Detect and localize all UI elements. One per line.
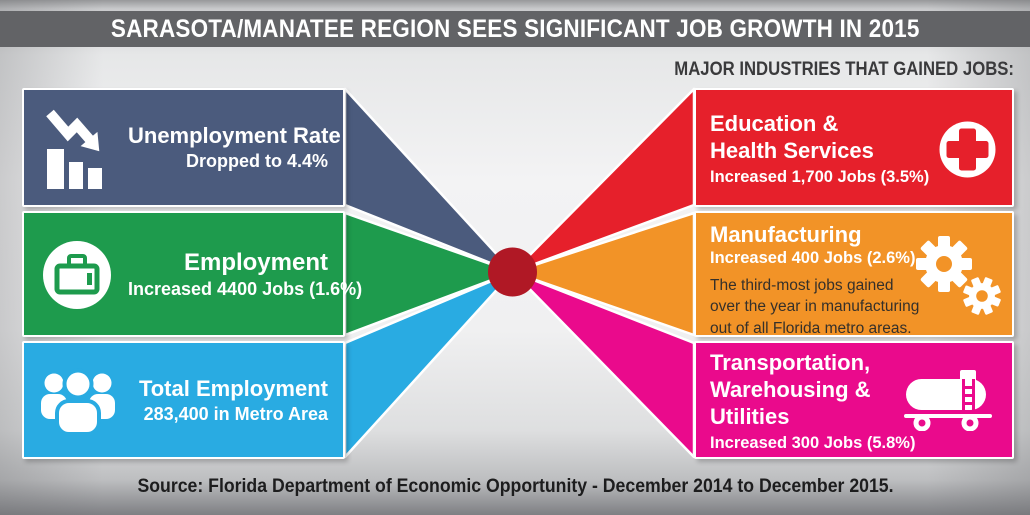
title-banner: SARASOTA/MANATEE REGION SEES SIGNIFICANT… <box>0 11 1030 47</box>
briefcase-icon <box>43 241 111 309</box>
source-line: Source: Florida Department of Economic O… <box>0 476 1030 498</box>
transportation-title-line3: Utilities <box>710 404 790 429</box>
employment-title: Employment <box>183 248 328 276</box>
unemployment-title: Unemployment Rate <box>128 123 341 148</box>
wedge-employment <box>343 211 515 337</box>
employment-block: Employment Increased 4400 Jobs (1.6%) <box>22 211 363 337</box>
education-title-line2: Health Services <box>710 138 874 163</box>
manufacturing-note-line3: out of all Florida metro areas. <box>710 319 912 337</box>
transportation-subtitle: Increased 300 Jobs (5.8%) <box>710 434 916 452</box>
wedge-unemployment <box>343 87 515 274</box>
total-employment-subtitle: 283,400 in Metro Area <box>143 403 328 424</box>
transportation-title-line2: Warehousing & <box>710 377 871 402</box>
gears-icon <box>916 236 1001 315</box>
medical-cross-icon <box>939 121 996 178</box>
manufacturing-title: Manufacturing <box>710 222 862 247</box>
people-group-icon <box>41 368 115 436</box>
unemployment-block: Unemployment Rate Dropped to 4.4% <box>22 88 345 207</box>
tanker-car-icon <box>904 370 992 431</box>
employment-subtitle: Increased 4400 Jobs (1.6%) <box>128 278 363 299</box>
education-health-block: Education & Health Services Increased 1,… <box>694 88 1014 207</box>
center-hub-circle <box>488 247 537 297</box>
transportation-block: Transportation, Warehousing & Utilities … <box>694 341 1014 459</box>
education-title-line1: Education & <box>710 111 839 136</box>
manufacturing-block: Manufacturing Increased 400 Jobs (2.6%) … <box>694 211 1014 337</box>
education-subtitle: Increased 1,700 Jobs (3.5%) <box>710 168 930 186</box>
manufacturing-note-line2: over the year in manufacturing <box>710 298 920 316</box>
declining-bar-chart-icon <box>46 109 102 189</box>
page-title: SARASOTA/MANATEE REGION SEES SIGNIFICANT… <box>110 14 920 43</box>
total-employment-title: Total Employment <box>138 375 328 401</box>
manufacturing-note-line1: The third-most jobs gained <box>710 277 894 294</box>
transportation-title-line1: Transportation, <box>710 350 871 375</box>
unemployment-subtitle: Dropped to 4.4% <box>185 151 328 171</box>
manufacturing-subtitle: Increased 400 Jobs (2.6%) <box>710 249 916 267</box>
total-employment-block: Total Employment 283,400 in Metro Area <box>22 341 345 459</box>
wedge-total-employment <box>343 270 515 459</box>
source-text: Source: Florida Department of Economic O… <box>136 476 894 497</box>
industries-heading: MAJOR INDUSTRIES THAT GAINED JOBS: <box>674 59 1014 80</box>
